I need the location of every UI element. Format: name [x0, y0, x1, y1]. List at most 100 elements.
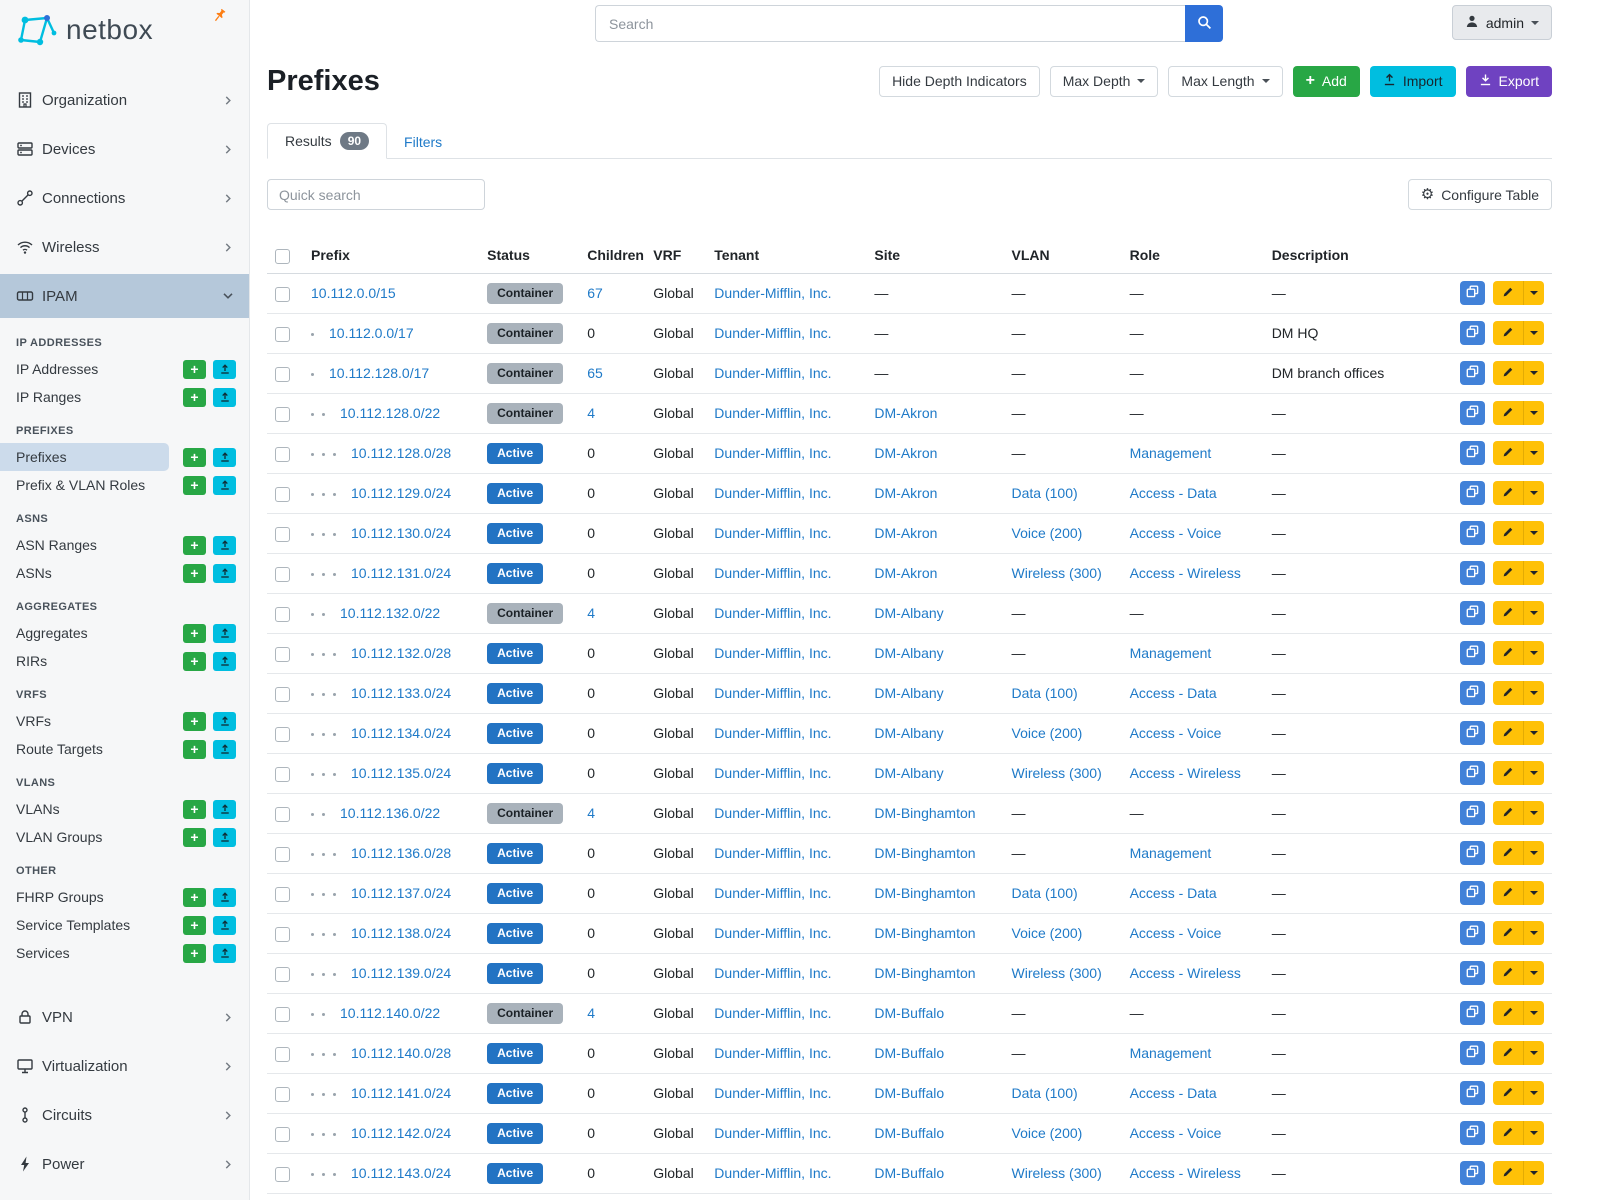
edit-dropdown-toggle[interactable]: [1523, 841, 1544, 866]
site-link[interactable]: DM-Buffalo: [874, 1125, 945, 1142]
add-button[interactable]: +: [183, 827, 206, 847]
edit-button[interactable]: [1493, 1121, 1523, 1146]
tenant-link[interactable]: Dunder-Mifflin, Inc.: [714, 765, 832, 782]
import-button[interactable]: [213, 943, 236, 963]
row-checkbox[interactable]: [275, 286, 290, 302]
edit-button[interactable]: [1493, 1161, 1523, 1186]
tenant-link[interactable]: Dunder-Mifflin, Inc.: [714, 365, 832, 382]
prefix-link[interactable]: 10.112.133.0/24: [351, 685, 452, 702]
vlan-link[interactable]: Data (100): [1011, 485, 1078, 502]
import-button[interactable]: [213, 887, 236, 907]
role-link[interactable]: Access - Data: [1129, 1085, 1217, 1102]
copy-button[interactable]: [1460, 441, 1485, 466]
tab-filters[interactable]: Filters: [404, 134, 443, 150]
prefix-link[interactable]: 10.112.136.0/28: [351, 845, 452, 862]
prefix-link[interactable]: 10.112.131.0/24: [351, 565, 452, 582]
sidebar-item-aggregates[interactable]: Aggregates: [16, 625, 88, 641]
role-link[interactable]: Access - Wireless: [1129, 565, 1241, 582]
sidebar-item-ipam[interactable]: IPAM: [0, 274, 249, 318]
edit-dropdown-toggle[interactable]: [1523, 1121, 1544, 1146]
prefix-link[interactable]: 10.112.140.0/28: [351, 1045, 452, 1062]
prefix-link[interactable]: 10.112.0.0/17: [329, 325, 414, 342]
export-button[interactable]: Export: [1465, 65, 1552, 97]
copy-button[interactable]: [1460, 1001, 1485, 1026]
tenant-link[interactable]: Dunder-Mifflin, Inc.: [714, 885, 832, 902]
add-button[interactable]: +: [183, 563, 206, 583]
site-link[interactable]: DM-Albany: [874, 725, 944, 742]
add-button[interactable]: +: [183, 359, 206, 379]
children-count-link[interactable]: 4: [587, 405, 595, 422]
search-button[interactable]: [1185, 5, 1223, 42]
row-checkbox[interactable]: [275, 446, 290, 462]
row-checkbox[interactable]: [275, 326, 290, 342]
role-link[interactable]: Access - Wireless: [1129, 765, 1241, 782]
site-link[interactable]: DM-Albany: [874, 645, 944, 662]
vlan-link[interactable]: Wireless (300): [1011, 1165, 1102, 1182]
sidebar-item-ip-ranges[interactable]: IP Ranges: [16, 389, 82, 405]
import-button[interactable]: [213, 387, 236, 407]
column-header-site[interactable]: Site: [866, 238, 1004, 274]
site-link[interactable]: DM-Akron: [874, 485, 938, 502]
site-link[interactable]: DM-Akron: [874, 525, 938, 542]
edit-button[interactable]: [1493, 361, 1523, 386]
vlan-link[interactable]: Data (100): [1011, 1085, 1078, 1102]
edit-dropdown-toggle[interactable]: [1523, 801, 1544, 826]
row-checkbox[interactable]: [275, 806, 290, 822]
prefix-link[interactable]: 10.112.132.0/22: [340, 605, 441, 622]
sidebar-item-service-templates[interactable]: Service Templates: [16, 917, 131, 933]
edit-button[interactable]: [1493, 921, 1523, 946]
import-button[interactable]: [213, 359, 236, 379]
copy-button[interactable]: [1460, 881, 1485, 906]
row-checkbox[interactable]: [275, 366, 290, 382]
column-header-vlan[interactable]: VLAN: [1003, 238, 1122, 274]
copy-button[interactable]: [1460, 801, 1485, 826]
row-checkbox[interactable]: [275, 886, 290, 902]
import-button[interactable]: [213, 827, 236, 847]
column-header-children[interactable]: Children: [579, 238, 646, 274]
sidebar-item-ip-addresses[interactable]: IP Addresses: [16, 361, 99, 377]
role-link[interactable]: Access - Voice: [1129, 1125, 1222, 1142]
row-checkbox[interactable]: [275, 926, 290, 942]
site-link[interactable]: DM-Albany: [874, 765, 944, 782]
import-button[interactable]: [213, 651, 236, 671]
prefix-link[interactable]: 10.112.141.0/24: [351, 1085, 452, 1102]
tenant-link[interactable]: Dunder-Mifflin, Inc.: [714, 485, 832, 502]
column-header-description[interactable]: Description: [1263, 238, 1434, 274]
prefix-link[interactable]: 10.112.138.0/24: [351, 925, 452, 942]
vlan-link[interactable]: Wireless (300): [1011, 965, 1102, 982]
children-count-link[interactable]: 65: [587, 365, 603, 382]
row-checkbox[interactable]: [275, 686, 290, 702]
vlan-link[interactable]: Data (100): [1011, 885, 1078, 902]
role-link[interactable]: Access - Wireless: [1129, 1165, 1241, 1182]
add-button[interactable]: +: [183, 943, 206, 963]
sidebar-item-rirs[interactable]: RIRs: [16, 653, 48, 669]
sidebar-item-circuits[interactable]: Circuits: [0, 1093, 249, 1137]
tenant-link[interactable]: Dunder-Mifflin, Inc.: [714, 1005, 832, 1022]
sidebar-item-vlans[interactable]: VLANs: [16, 801, 60, 817]
edit-button[interactable]: [1493, 761, 1523, 786]
tenant-link[interactable]: Dunder-Mifflin, Inc.: [714, 285, 832, 302]
role-link[interactable]: Access - Voice: [1129, 925, 1222, 942]
role-link[interactable]: Management: [1129, 645, 1212, 662]
row-checkbox[interactable]: [275, 766, 290, 782]
edit-dropdown-toggle[interactable]: [1523, 521, 1544, 546]
vlan-link[interactable]: Data (100): [1011, 685, 1078, 702]
edit-button[interactable]: [1493, 561, 1523, 586]
copy-button[interactable]: [1460, 961, 1485, 986]
add-button[interactable]: +: [183, 711, 206, 731]
prefix-link[interactable]: 10.112.140.0/22: [340, 1005, 441, 1022]
site-link[interactable]: DM-Albany: [874, 685, 944, 702]
netbox-logo[interactable]: netbox: [0, 0, 249, 60]
import-button[interactable]: [213, 711, 236, 731]
row-checkbox[interactable]: [275, 526, 290, 542]
site-link[interactable]: DM-Binghamton: [874, 885, 976, 902]
tenant-link[interactable]: Dunder-Mifflin, Inc.: [714, 1045, 832, 1062]
tenant-link[interactable]: Dunder-Mifflin, Inc.: [714, 645, 832, 662]
sidebar-item-fhrp-groups[interactable]: FHRP Groups: [16, 889, 104, 905]
vlan-link[interactable]: Voice (200): [1011, 1125, 1083, 1142]
edit-button[interactable]: [1493, 1001, 1523, 1026]
vlan-link[interactable]: Voice (200): [1011, 525, 1083, 542]
max-depth-dropdown[interactable]: Max Depth: [1049, 65, 1159, 97]
prefix-link[interactable]: 10.112.128.0/28: [351, 445, 452, 462]
select-all-checkbox[interactable]: [275, 248, 290, 264]
